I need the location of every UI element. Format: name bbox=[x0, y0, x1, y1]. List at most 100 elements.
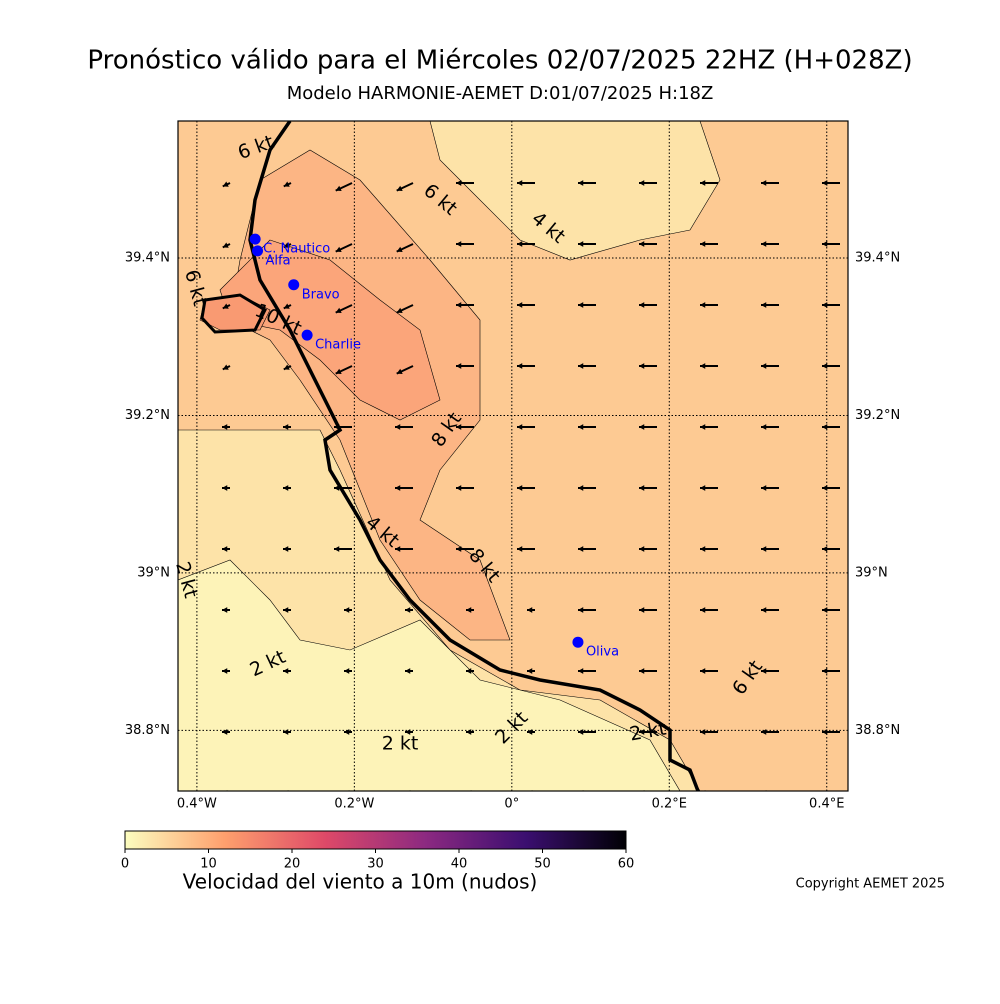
wind-head bbox=[700, 424, 706, 430]
y-tick-label-right: 39.4°N bbox=[855, 250, 900, 265]
wind-head bbox=[639, 851, 644, 857]
wind-head bbox=[883, 607, 888, 613]
wind-head bbox=[395, 546, 401, 552]
wind-head bbox=[578, 668, 584, 674]
wind-head bbox=[639, 363, 645, 369]
wind-head bbox=[456, 424, 462, 430]
colorbar-label: Velocidad del viento a 10m (nudos) bbox=[183, 870, 538, 894]
wind-head bbox=[517, 546, 523, 552]
wind-head bbox=[395, 424, 401, 430]
wind-head bbox=[822, 424, 828, 430]
colorbar-tick-label: 0 bbox=[121, 857, 129, 872]
wind-head bbox=[456, 241, 462, 247]
wind-head bbox=[883, 668, 888, 674]
title: Pronóstico válido para el Miércoles 02/0… bbox=[87, 46, 912, 76]
wind-head bbox=[578, 851, 583, 857]
wind-head bbox=[578, 485, 584, 491]
wind-head bbox=[700, 607, 706, 613]
wind-head bbox=[700, 668, 706, 674]
y-tick-label: 39.2°N bbox=[125, 408, 170, 423]
wind-head bbox=[334, 485, 340, 491]
wind-head bbox=[456, 180, 462, 186]
wind-head bbox=[517, 241, 523, 247]
wind-head bbox=[761, 302, 767, 308]
wind-head bbox=[761, 363, 767, 369]
copyright: Copyright AEMET 2025 bbox=[796, 877, 945, 892]
wind-head bbox=[822, 180, 828, 186]
wind-head bbox=[517, 180, 523, 186]
wind-head bbox=[395, 485, 401, 491]
wind-head bbox=[222, 364, 229, 370]
wind-head bbox=[761, 241, 767, 247]
x-tick-label: 0° bbox=[504, 797, 519, 812]
wind-head bbox=[405, 668, 411, 674]
wind-head bbox=[283, 242, 290, 248]
wind-head bbox=[527, 851, 532, 857]
map-frame bbox=[177, 120, 849, 792]
colorbar-tick-label: 10 bbox=[200, 857, 217, 872]
station-marker bbox=[252, 245, 264, 257]
contour-label: 2 kt bbox=[382, 733, 419, 755]
wind-head bbox=[466, 668, 472, 674]
wind-head bbox=[344, 607, 350, 613]
wind-head bbox=[283, 607, 289, 613]
wind-head bbox=[517, 302, 523, 308]
wind-head bbox=[396, 368, 403, 374]
wind-head bbox=[527, 729, 533, 735]
wind-head bbox=[283, 424, 289, 430]
wind-head bbox=[527, 607, 533, 613]
wind-head bbox=[639, 180, 645, 186]
wind-head bbox=[222, 668, 228, 674]
station-marker bbox=[572, 636, 584, 648]
wind-head bbox=[822, 546, 828, 552]
colorbar-tick-label: 30 bbox=[367, 857, 384, 872]
station-label: C. Nautico bbox=[263, 242, 330, 257]
wind-head bbox=[456, 546, 462, 552]
wind-head bbox=[578, 241, 584, 247]
wind-head bbox=[639, 546, 645, 552]
wind-head bbox=[578, 363, 584, 369]
wind-head bbox=[761, 546, 767, 552]
wind-head bbox=[822, 363, 828, 369]
wind-head bbox=[335, 246, 342, 252]
station-label: Oliva bbox=[586, 645, 619, 660]
wind-head bbox=[283, 485, 289, 491]
wind-head bbox=[222, 242, 229, 248]
wind-head bbox=[283, 303, 290, 309]
wind-head bbox=[222, 303, 229, 309]
wind-head bbox=[335, 368, 342, 374]
wind-head bbox=[222, 729, 228, 735]
wind-head bbox=[822, 485, 828, 491]
y-tick-label-right: 39°N bbox=[855, 565, 888, 580]
wind-head bbox=[405, 607, 411, 613]
station-label: Bravo bbox=[302, 287, 340, 302]
wind-head bbox=[344, 668, 350, 674]
wind-head bbox=[700, 851, 705, 857]
wind-head bbox=[344, 851, 349, 857]
wind-head bbox=[639, 607, 645, 613]
wind-head bbox=[700, 546, 706, 552]
wind-head bbox=[883, 851, 888, 857]
x-tick-label: 0.2°E bbox=[652, 797, 687, 812]
wind-head bbox=[578, 546, 584, 552]
station-marker bbox=[249, 233, 261, 245]
wind-head bbox=[822, 607, 828, 613]
wind-head bbox=[344, 729, 350, 735]
colorbar-tick-label: 60 bbox=[618, 857, 635, 872]
wind-head bbox=[527, 668, 533, 674]
wind-head bbox=[761, 424, 767, 430]
wind-head bbox=[456, 302, 462, 308]
wind-head bbox=[578, 180, 584, 186]
wind-head bbox=[283, 364, 290, 370]
y-tick-label: 39.4°N bbox=[125, 250, 170, 265]
wind-head bbox=[883, 546, 888, 552]
wind-head bbox=[283, 181, 290, 187]
wind-head bbox=[639, 302, 645, 308]
wind-head bbox=[700, 363, 706, 369]
wind-head bbox=[883, 363, 888, 369]
subtitle: Modelo HARMONIE-AEMET D:01/07/2025 H:18Z bbox=[287, 83, 714, 104]
x-tick-label: 0.4°W bbox=[177, 797, 217, 812]
y-tick-label-right: 39.2°N bbox=[855, 408, 900, 423]
station-marker bbox=[301, 329, 313, 341]
